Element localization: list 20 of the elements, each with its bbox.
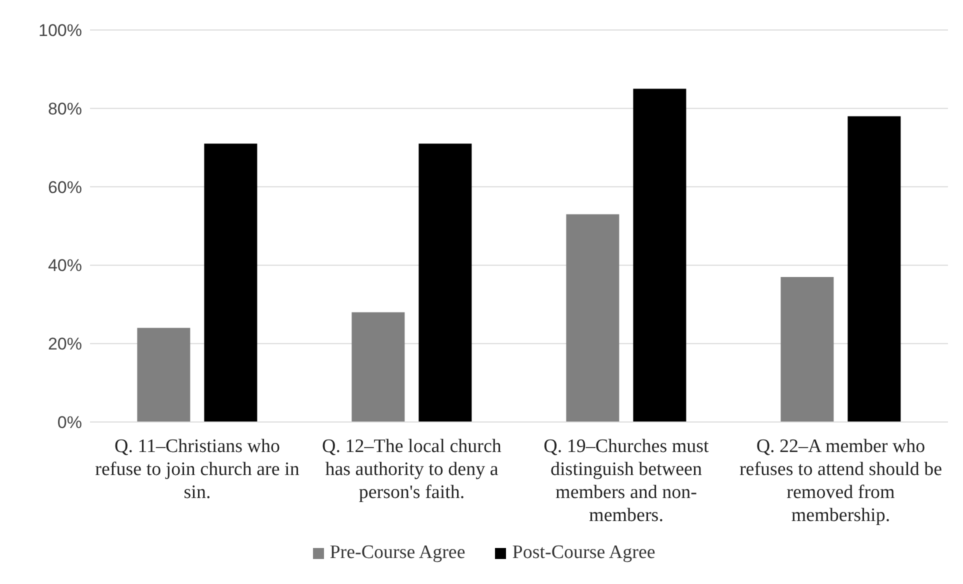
legend-label: Post-Course Agree bbox=[512, 542, 656, 564]
y-tick-label: 60% bbox=[48, 178, 82, 197]
y-tick-label: 20% bbox=[48, 334, 82, 354]
bar bbox=[566, 214, 620, 422]
y-tick-label: 100% bbox=[38, 21, 82, 40]
bar bbox=[633, 88, 686, 422]
legend-label: Pre-Course Agree bbox=[330, 542, 466, 564]
y-tick-label: 80% bbox=[48, 99, 82, 118]
bar bbox=[418, 144, 472, 422]
bar bbox=[848, 116, 901, 422]
bar bbox=[137, 328, 190, 422]
y-tick-label: 40% bbox=[48, 256, 82, 276]
bar bbox=[352, 312, 405, 422]
bar bbox=[780, 276, 834, 422]
x-tick-label: Q. 12–The local church has authority to deny a person's faith. bbox=[322, 436, 502, 503]
x-tick-label: Q. 22–A member who refuses to attend should be removed from membership. bbox=[739, 436, 942, 526]
x-tick-label: Q. 19–Churches must distinguish between members and non-members. bbox=[544, 436, 710, 526]
y-tick-label: 0% bbox=[57, 413, 82, 432]
bar bbox=[204, 144, 258, 422]
x-tick-label: Q. 11–Christians who refuse to join church are in sin. bbox=[95, 436, 300, 503]
